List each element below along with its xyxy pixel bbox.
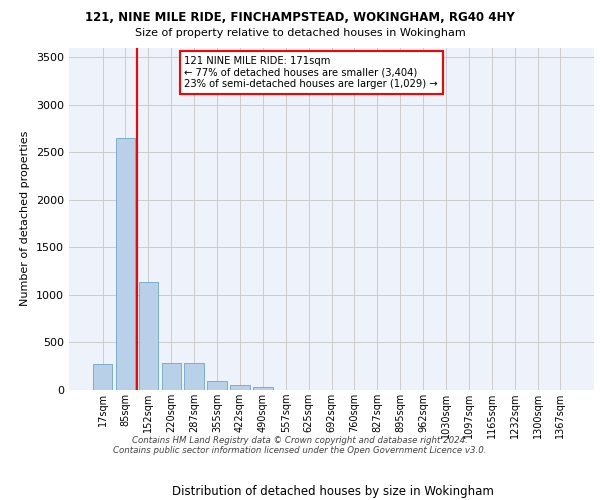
Bar [139, 282, 158, 390]
Text: Distribution of detached houses by size in Wokingham: Distribution of detached houses by size … [172, 484, 494, 498]
Bar [116, 138, 135, 390]
Y-axis label: Number of detached properties: Number of detached properties [20, 131, 31, 306]
Bar [230, 385, 250, 390]
Bar [253, 386, 272, 390]
Text: Size of property relative to detached houses in Wokingham: Size of property relative to detached ho… [134, 28, 466, 38]
Text: 121 NINE MILE RIDE: 171sqm
← 77% of detached houses are smaller (3,404)
23% of s: 121 NINE MILE RIDE: 171sqm ← 77% of deta… [185, 56, 438, 90]
Text: 121, NINE MILE RIDE, FINCHAMPSTEAD, WOKINGHAM, RG40 4HY: 121, NINE MILE RIDE, FINCHAMPSTEAD, WOKI… [85, 11, 515, 24]
Bar [93, 364, 112, 390]
Bar [184, 363, 204, 390]
Bar [161, 363, 181, 390]
Text: Contains HM Land Registry data © Crown copyright and database right 2024.
Contai: Contains HM Land Registry data © Crown c… [113, 436, 487, 455]
Bar [208, 381, 227, 390]
